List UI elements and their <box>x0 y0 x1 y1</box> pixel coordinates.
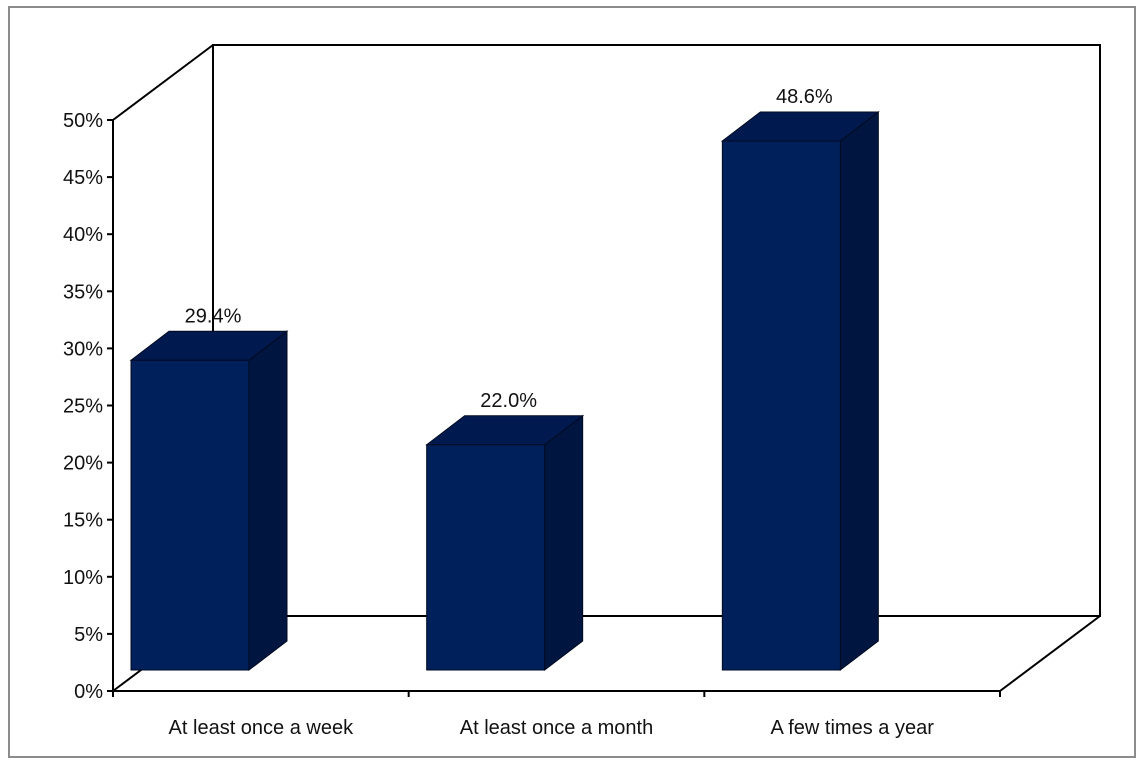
y-tick-label: 50% <box>63 110 103 132</box>
y-tick-label: 35% <box>63 281 103 303</box>
data-labels: 29.4% 22.0% 48.6% <box>185 86 833 412</box>
data-label: 48.6% <box>776 86 833 108</box>
x-axis: At least once a week At least once a mont… <box>112 690 1001 739</box>
bar-front <box>426 444 546 671</box>
y-tick-label: 20% <box>63 453 103 475</box>
bar-side <box>544 414 584 672</box>
side-wall-top-edge <box>112 44 214 121</box>
y-tick-label: 40% <box>63 224 103 246</box>
y-tick-label: 15% <box>63 510 103 532</box>
back-wall <box>212 44 1101 617</box>
x-tick-label: A few times a year <box>770 717 934 739</box>
data-label: 29.4% <box>185 305 242 327</box>
bar <box>425 414 585 672</box>
x-tick-label: At least once a month <box>460 717 653 739</box>
bars <box>129 110 880 672</box>
x-tick-label: At least once a week <box>169 717 355 739</box>
bar <box>720 110 880 672</box>
bar-side <box>248 330 288 672</box>
y-tick-label: 45% <box>63 167 103 189</box>
y-tick-label: 0% <box>74 681 103 703</box>
bar-side <box>839 110 879 672</box>
bar-front <box>130 359 250 671</box>
y-tick-label: 10% <box>63 567 103 589</box>
data-label: 22.0% <box>480 390 537 412</box>
bar <box>129 330 289 672</box>
y-tick-label: 5% <box>74 624 103 646</box>
y-tick-label: 25% <box>63 396 103 418</box>
floor-right-edge <box>999 615 1101 692</box>
y-tick-label: 30% <box>63 338 103 360</box>
y-axis: 0% 5% 10% 15% 20% 25% 30% 35% 40% 45% 50% <box>63 110 114 703</box>
bar-front <box>721 140 841 671</box>
